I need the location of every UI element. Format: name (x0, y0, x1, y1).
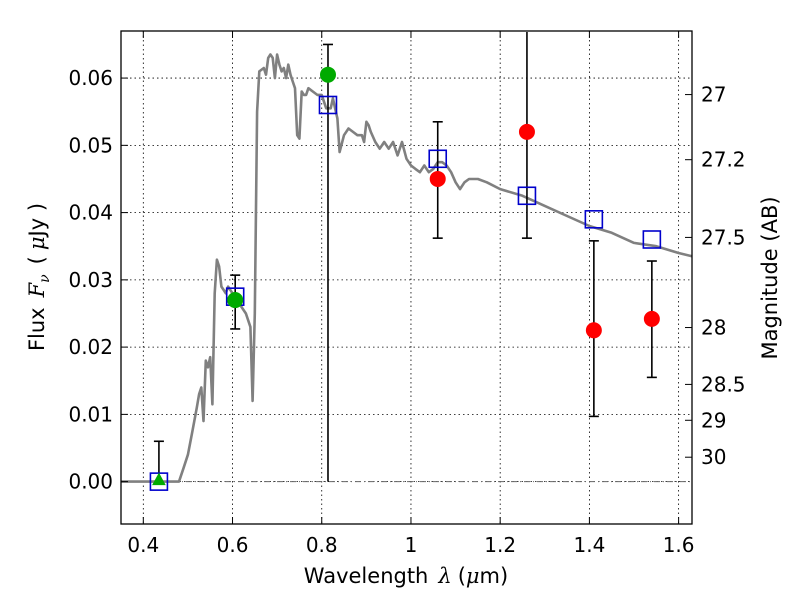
axis-ticks: 0.4 0.6 0.8 1 1.2 1.4 1.6 0.00 0.01 0.02 0.03 0.04 0… (68, 31, 746, 557)
y-tick-label: 0.01 (68, 402, 113, 426)
y-tick-label: 0.00 (68, 470, 113, 494)
y-tick-label: 0.06 (68, 66, 113, 90)
y-tick-label: 0.03 (68, 268, 113, 292)
x-tick-label: 1.4 (573, 533, 605, 557)
y-axis-label-prefix: Flux (25, 307, 49, 351)
x-axis-label-unit-rest: m) (480, 564, 509, 588)
y-axis-label-unit-mu: μ (25, 236, 49, 250)
y2-tick-label: 30 (701, 445, 726, 469)
y2-tick-label: 28.5 (701, 372, 746, 396)
model-photometry-square-marker (584, 210, 604, 229)
y2-tick-label: 27.2 (701, 148, 746, 172)
observed-optical-circle-marker (319, 66, 336, 83)
x-axis-label-symbol: λ (437, 564, 451, 588)
x-tick-label: 1 (405, 533, 418, 557)
x-tick-label: 1.2 (484, 533, 516, 557)
y-axis-label-unit-rest: Jy ) (25, 203, 49, 239)
y2-tick-label: 27 (701, 83, 726, 107)
x-axis-label: Wavelength λ (μm) (304, 564, 508, 588)
observed-optical-circle-marker (227, 292, 244, 309)
y2-tick-label: 28 (701, 316, 726, 340)
y-axis-label-unit-open: ( (25, 256, 49, 264)
plot-frame (120, 30, 693, 525)
y2-tick-label: 29 (701, 408, 726, 432)
x-tick-label: 0.6 (217, 533, 249, 557)
y-tick-label: 0.02 (68, 335, 113, 359)
observed-nir-circle-marker (429, 170, 446, 187)
observed-triangle-marker (152, 472, 166, 486)
model-photometry-square-marker (318, 95, 338, 115)
x-axis-label-prefix: Wavelength (304, 564, 429, 588)
sed-model-curve (121, 53, 693, 483)
observed-nir-circle-marker (585, 322, 602, 339)
x-axis-label-unit-mu: μ (466, 564, 480, 588)
model-photometry-square-marker (517, 186, 537, 206)
y-axis-label-symbol: F (25, 281, 49, 298)
plot-data (121, 32, 693, 491)
model-photometry-square-marker (428, 149, 448, 169)
y-axis-label: Flux Fν ( μJy ) (25, 203, 53, 351)
observed-nir-circle-marker (518, 123, 535, 140)
x-tick-label: 1.6 (663, 533, 695, 557)
y-tick-label: 0.04 (68, 201, 113, 225)
y-tick-label: 0.05 (68, 133, 113, 157)
y2-tick-label: 27.5 (701, 225, 746, 249)
x-tick-label: 0.4 (127, 533, 159, 557)
y-axis-label-subscript: ν (37, 274, 53, 283)
y2-axis-label: Magnitude (AB) (758, 196, 782, 359)
observed-nir-circle-marker (643, 310, 660, 327)
x-axis-label-unit-open: ( (458, 564, 466, 588)
model-photometry-square-marker (642, 230, 662, 249)
x-tick-label: 0.8 (306, 533, 338, 557)
